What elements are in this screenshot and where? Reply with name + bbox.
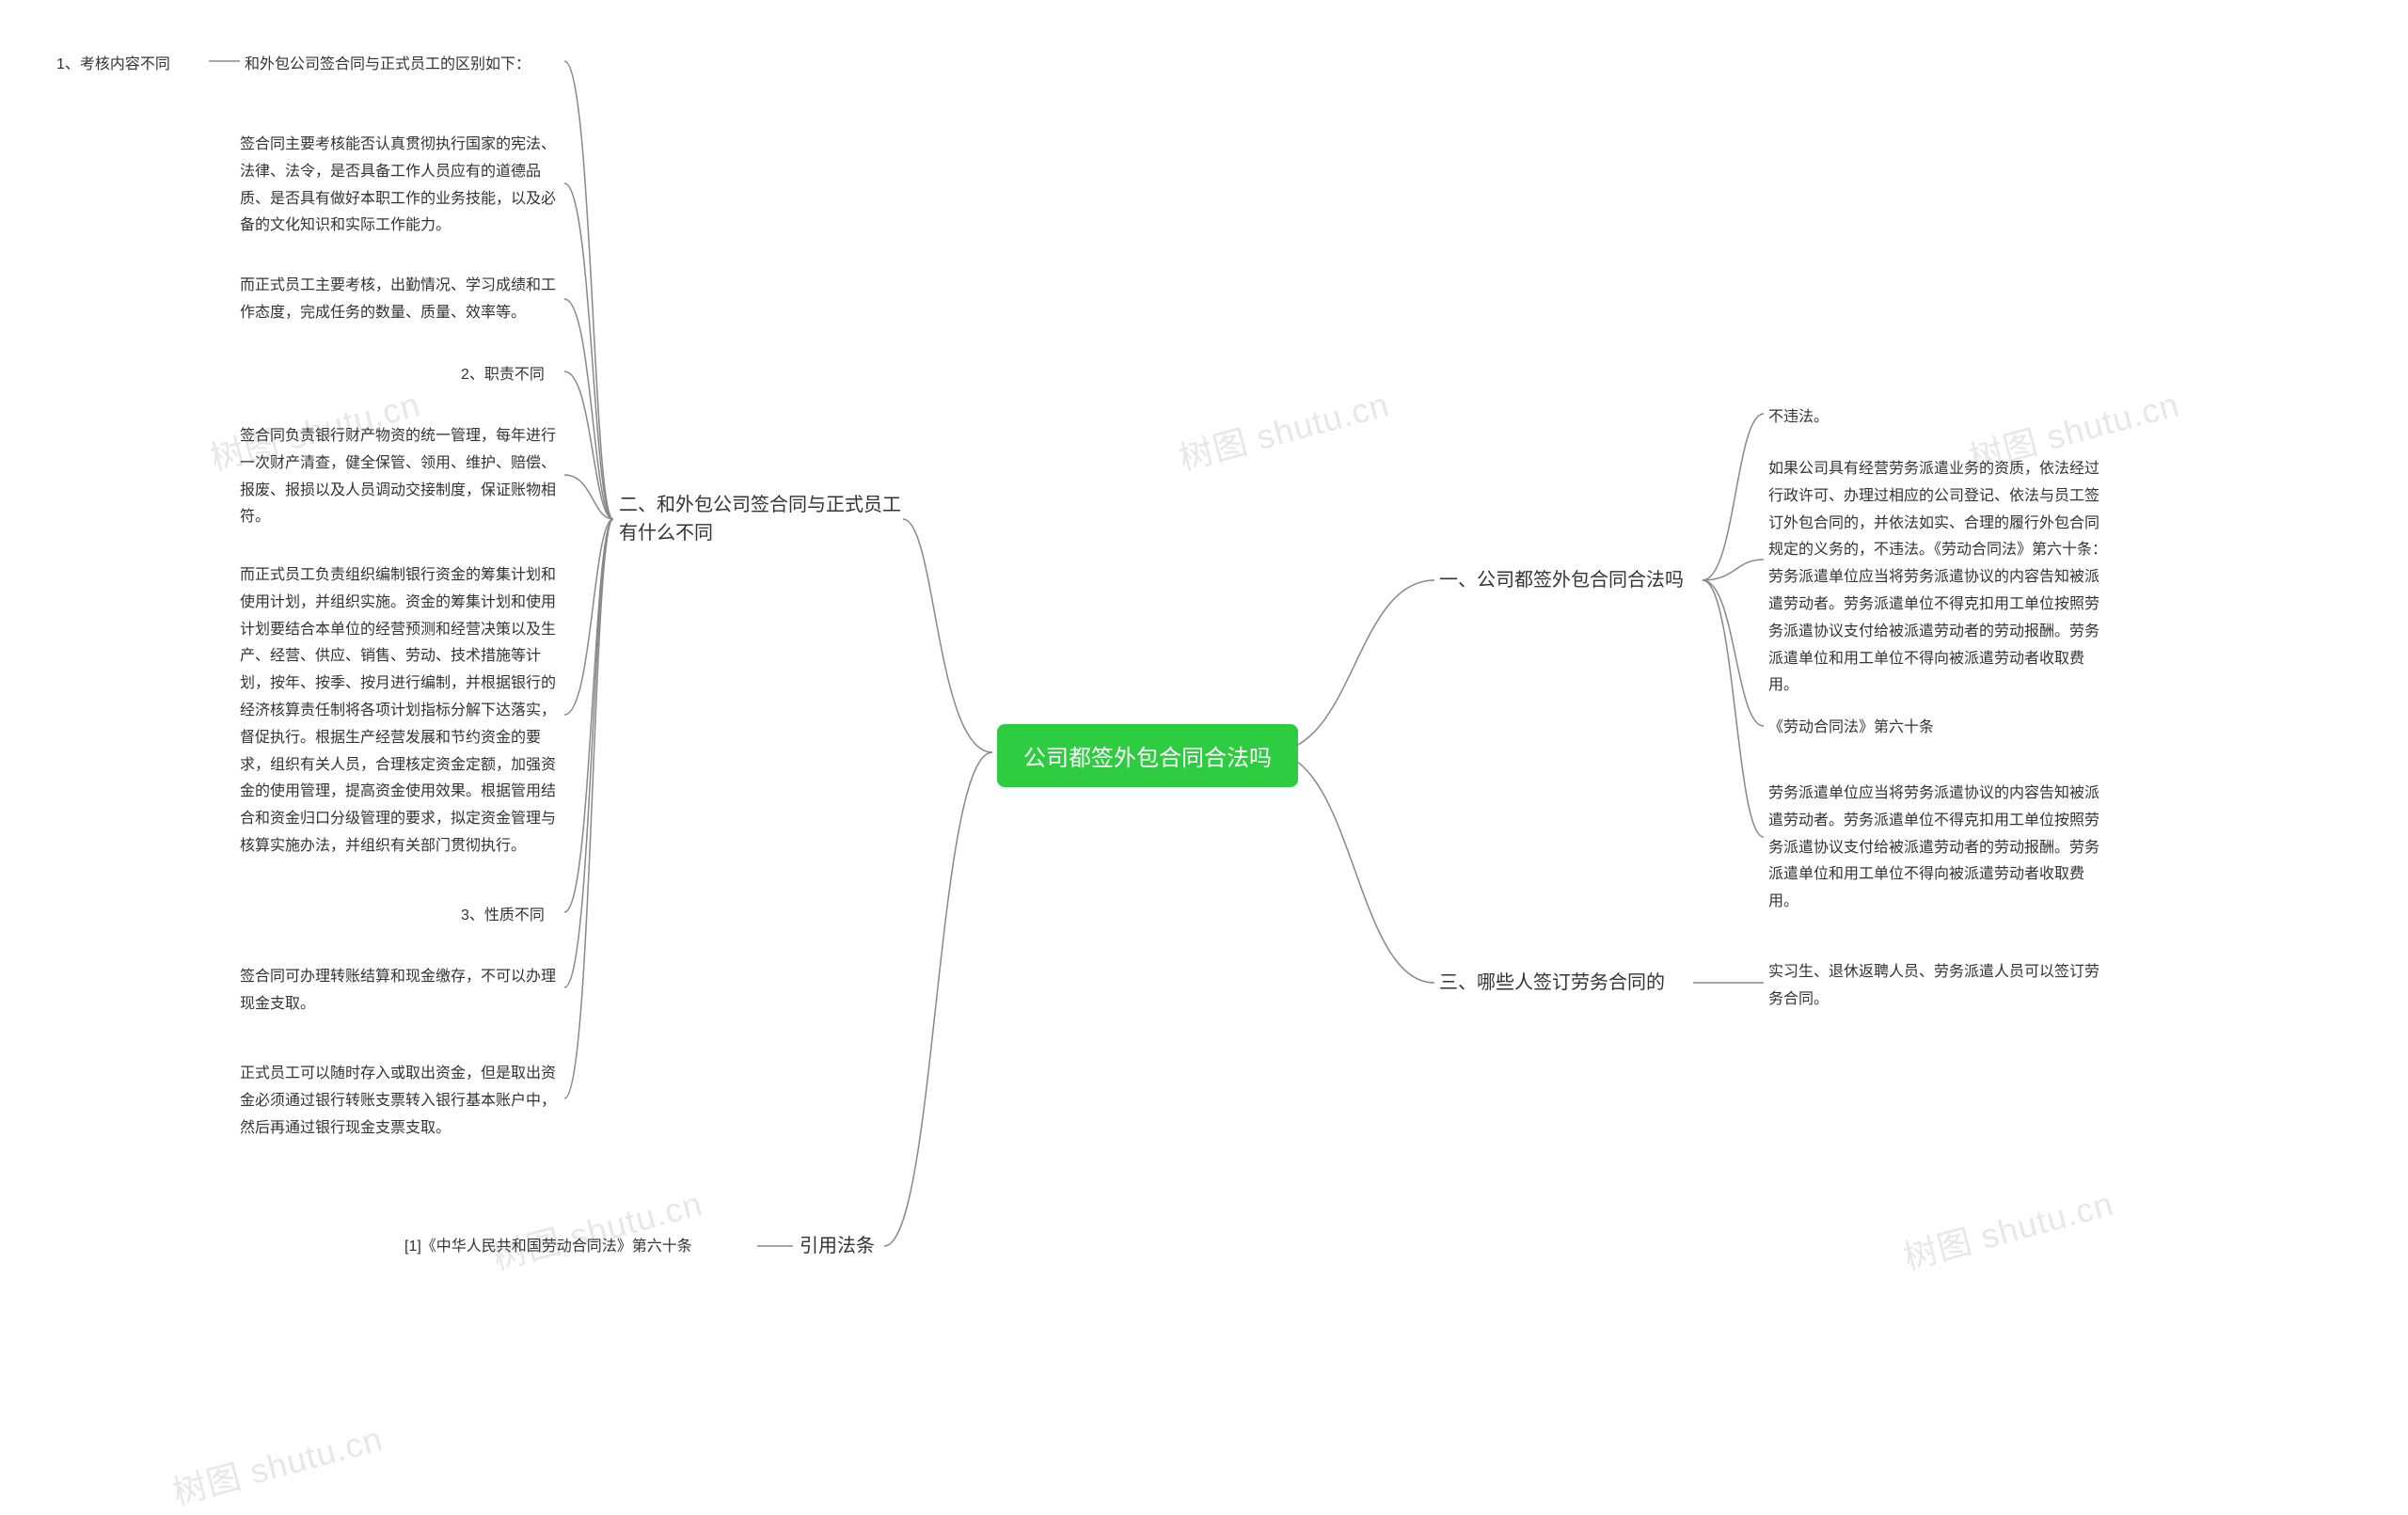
- leaf-b2l7: 3、性质不同: [461, 903, 583, 930]
- leaf-b2l5: 签合同负责银行财产物资的统一管理，每年进行一次财产清查，健全保管、领用、维护、赔…: [240, 423, 560, 531]
- watermark-5: 树图 shutu.cn: [1897, 1176, 2118, 1280]
- branch-b4[interactable]: 引用法条: [800, 1232, 875, 1260]
- leaf-b1l3: 《劳动合同法》第六十条: [1768, 715, 2069, 742]
- leaf-b1l2: 如果公司具有经营劳务派遣业务的资质，依法经过行政许可、办理过相应的公司登记、依法…: [1768, 456, 2107, 700]
- branch-b2[interactable]: 二、和外包公司签合同与正式员工有什么不同: [619, 491, 901, 547]
- leaf-b2l1s1: 和外包公司签合同与正式员工的区别如下：: [245, 52, 564, 79]
- leaf-b2l6: 而正式员工负责组织编制银行资金的筹集计划和使用计划，并组织实施。资金的筹集计划和…: [240, 562, 560, 860]
- watermark-4: 树图 shutu.cn: [486, 1176, 707, 1280]
- leaf-b2l3: 而正式员工主要考核，出勤情况、学习成绩和工作态度，完成任务的数量、质量、效率等。: [240, 273, 560, 327]
- leaf-b2l2: 签合同主要考核能否认真贯彻执行国家的宪法、法律、法令，是否具备工作人员应有的道德…: [240, 132, 560, 240]
- branch-b3[interactable]: 三、哪些人签订劳务合同的: [1439, 969, 1665, 997]
- leaf-b1l4: 劳务派遣单位应当将劳务派遣协议的内容告知被派遣劳动者。劳务派遣单位不得克扣用工单…: [1768, 781, 2107, 916]
- leaf-b1l1: 不违法。: [1768, 404, 2069, 432]
- watermark-6: 树图 shutu.cn: [166, 1412, 388, 1515]
- center-node[interactable]: 公司都签外包合同合法吗: [997, 724, 1298, 787]
- leaf-b3l1: 实习生、退休返聘人员、劳务派遣人员可以签订劳务合同。: [1768, 959, 2107, 1014]
- leaf-b2l1: 1、考核内容不同: [56, 52, 207, 79]
- leaf-b2l8: 签合同可办理转账结算和现金缴存，不可以办理现金支取。: [240, 964, 560, 1018]
- leaf-b4l1: [1]《中华人民共和国劳动合同法》第六十条: [404, 1234, 752, 1261]
- watermark-2: 树图 shutu.cn: [1173, 377, 1394, 481]
- leaf-b2l4: 2、职责不同: [461, 362, 583, 389]
- branch-b1[interactable]: 一、公司都签外包合同合法吗: [1439, 566, 1684, 594]
- leaf-b2l9: 正式员工可以随时存入或取出资金，但是取出资金必须通过银行转账支票转入银行基本账户…: [240, 1061, 560, 1142]
